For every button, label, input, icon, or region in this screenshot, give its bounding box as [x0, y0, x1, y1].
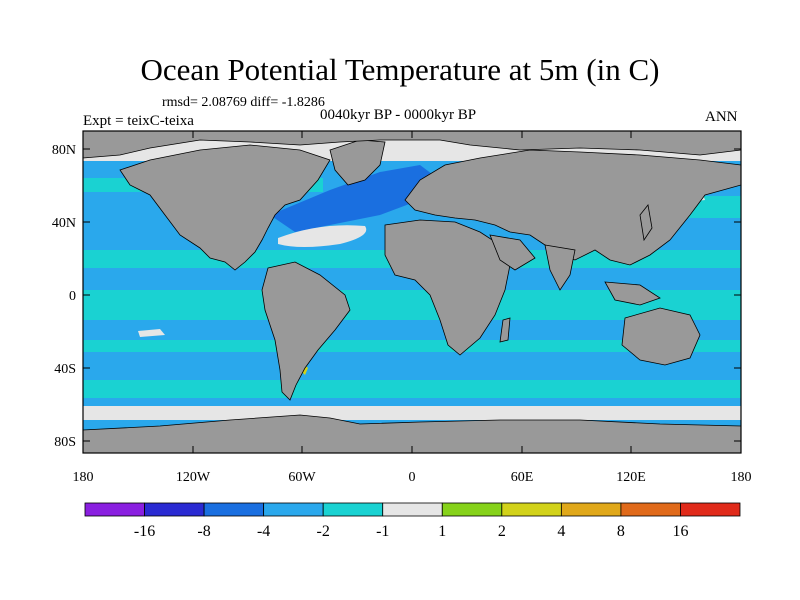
- arabian-peninsula: [489, 234, 536, 271]
- gulf-stream-neutral: [278, 225, 367, 247]
- colorbar-label: -2: [317, 523, 330, 540]
- colorbar-swatch: [680, 502, 741, 517]
- nordic-seas-neutral: [385, 140, 440, 158]
- x-tick-label: 180: [73, 470, 94, 485]
- x-tick-label: 0: [409, 470, 416, 485]
- colorbar-swatch: [263, 502, 324, 517]
- north-america: [119, 144, 331, 271]
- period-label: 0040kyr BP - 0000kyr BP: [320, 107, 477, 123]
- colorbar-swatch: [501, 502, 562, 517]
- y-tick-label: 40N: [52, 216, 76, 231]
- axis-ticks: [82, 131, 742, 453]
- pacific-neutral-patch: [138, 329, 165, 337]
- y-tick-label: 40S: [54, 362, 76, 377]
- colorbar-labels: -16 -8 -4 -2 -1 1 2 4 8 16: [134, 523, 689, 540]
- australia: [621, 307, 701, 366]
- x-tick-label: 60W: [288, 470, 316, 485]
- colorbar-label: 8: [617, 523, 625, 540]
- colorbar-swatch: [322, 502, 384, 517]
- x-tick-label: 120E: [616, 470, 646, 485]
- colorbar-swatch: [441, 502, 503, 517]
- colorbar-label: 1: [438, 523, 446, 540]
- southern-neutral-zone: [83, 404, 741, 420]
- north-atlantic-cold-anomaly: [270, 165, 440, 232]
- map-panel: [82, 130, 742, 454]
- season-label: ANN: [705, 109, 738, 125]
- japan: [639, 204, 653, 242]
- x-tick-label: 60E: [511, 470, 534, 485]
- colorbar-label: 2: [498, 523, 506, 540]
- madagascar: [499, 317, 511, 343]
- stats-text: rmsd= 2.08769 diff= -1.8286: [162, 95, 325, 110]
- x-axis-labels: 180 120W 60W 0 60E 120E 180: [73, 470, 752, 485]
- experiment-label: Expt = teixC-teixa: [83, 113, 194, 129]
- ocean-band-cool: [83, 380, 741, 398]
- y-tick-label: 80S: [54, 435, 76, 450]
- landmasses: [83, 131, 741, 453]
- colorbar-swatch: [84, 502, 145, 517]
- colorbar: [84, 502, 741, 517]
- eurasia: [404, 149, 741, 266]
- maritime-continent: [604, 281, 661, 306]
- colorbar-label: 4: [557, 523, 565, 540]
- y-tick-label: 0: [69, 289, 76, 304]
- colorbar-swatch: [620, 502, 681, 517]
- colorbar-label: -8: [197, 523, 210, 540]
- y-tick-label: 80N: [52, 143, 76, 158]
- antarctica: [83, 414, 741, 453]
- colorbar-swatch: [560, 502, 622, 517]
- south-america: [261, 261, 351, 401]
- plot-title: Ocean Potential Temperature at 5m (in C): [140, 52, 660, 87]
- colorbar-swatch: [144, 502, 205, 517]
- colorbar-swatch: [382, 502, 443, 517]
- ocean-band-cool: [83, 340, 741, 352]
- colorbar-label: -4: [257, 523, 270, 540]
- colorbar-label: -16: [134, 523, 155, 540]
- y-axis-labels: 80N 40N 0 40S 80S: [52, 143, 76, 450]
- colorbar-label: 16: [672, 523, 688, 540]
- x-tick-label: 120W: [176, 470, 211, 485]
- indian-subcontinent: [544, 244, 576, 291]
- africa: [384, 219, 511, 356]
- arctic-land: [83, 131, 741, 159]
- colorbar-label: -1: [376, 523, 389, 540]
- x-tick-label: 180: [731, 470, 752, 485]
- colorbar-swatch: [203, 502, 265, 517]
- southern-cold-band: [83, 398, 741, 406]
